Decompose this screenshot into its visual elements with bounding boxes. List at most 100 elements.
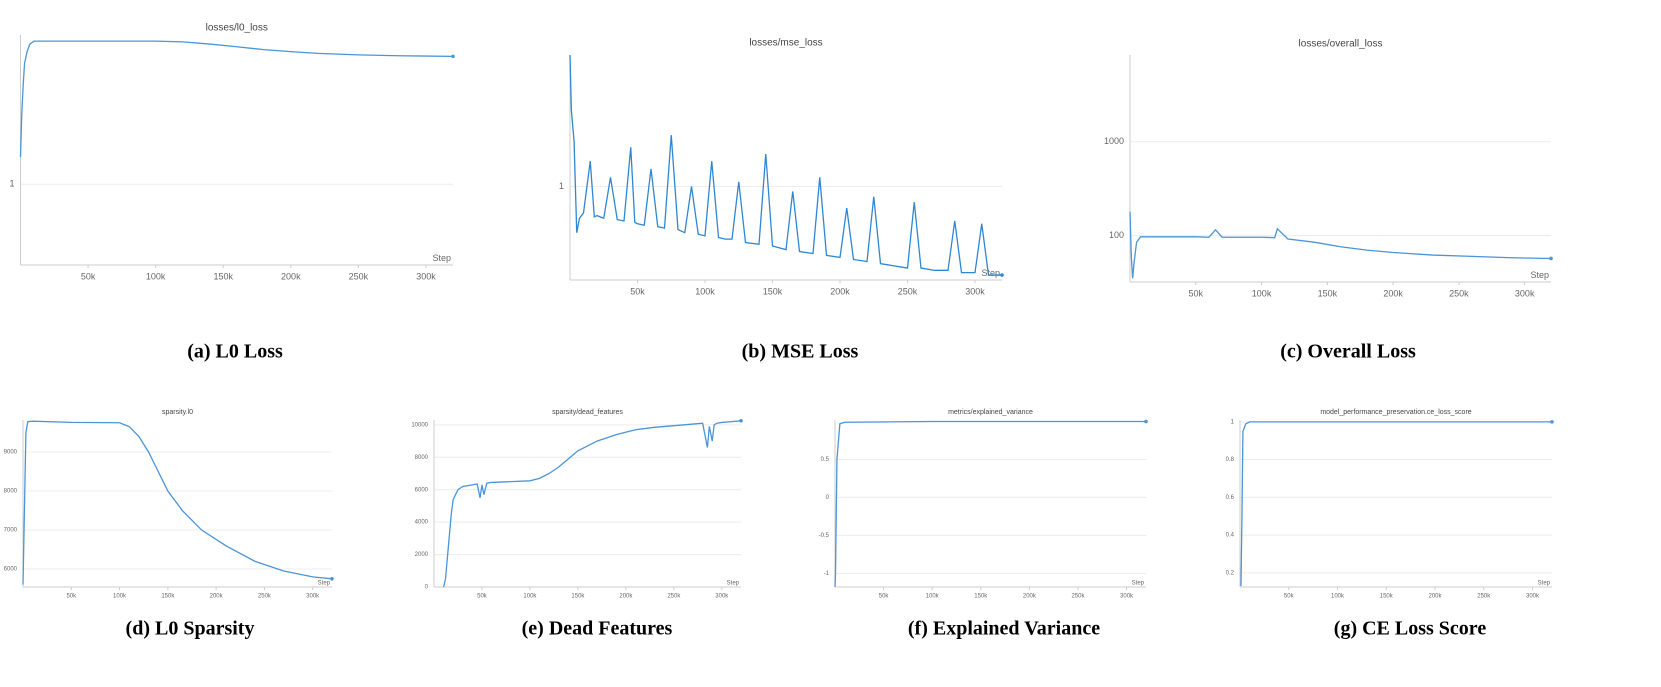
x-axis-label: Step [727, 580, 740, 586]
y-tick-label: 6000 [415, 487, 429, 493]
y-tick-label: 2000 [415, 552, 429, 558]
x-tick-label: 100k [695, 286, 715, 296]
end-point [330, 577, 334, 581]
y-tick-label: 0.8 [1226, 457, 1235, 463]
x-tick-label: 200k [1428, 594, 1442, 600]
y-tick-label: 4000 [415, 520, 429, 526]
end-point [1550, 420, 1554, 424]
x-axis-label: Step [1530, 270, 1549, 280]
x-tick-label: 200k [210, 594, 224, 600]
x-tick-label: 150k [763, 286, 783, 296]
caption: (f) Explained Variance [908, 618, 1100, 640]
line [569, 54, 1002, 276]
y-tick-label: 1000 [1104, 136, 1124, 146]
x-tick-label: 50k [477, 594, 488, 600]
x-tick-label: 300k [1120, 594, 1134, 600]
x-tick-label: 300k [306, 594, 320, 600]
x-tick-label: 300k [1515, 288, 1535, 298]
caption: (g) CE Loss Score [1334, 618, 1487, 640]
chart-title: model_performance_preservation.ce_loss_s… [1320, 409, 1471, 416]
y-tick-label: 7000 [4, 528, 18, 534]
y-tick-label: 100 [1109, 230, 1124, 240]
x-tick-label: 50k [81, 271, 96, 281]
x-tick-label: 100k [146, 271, 166, 281]
x-tick-label: 50k [1284, 594, 1295, 600]
y-tick-label: 1 [9, 179, 14, 189]
x-tick-label: 50k [1189, 288, 1204, 298]
y-tick-label: 0.2 [1226, 570, 1235, 576]
x-tick-label: 200k [281, 271, 301, 281]
end-point [1000, 273, 1004, 277]
y-tick-label: 0.5 [821, 457, 830, 463]
x-tick-label: 50k [879, 594, 890, 600]
x-tick-label: 150k [571, 594, 585, 600]
y-tick-label: 8000 [415, 455, 429, 461]
x-tick-label: 100k [523, 594, 537, 600]
x-tick-label: 300k [715, 594, 729, 600]
x-tick-label: 200k [1383, 288, 1403, 298]
x-tick-label: 250k [1071, 594, 1085, 600]
x-tick-label: 250k [667, 594, 681, 600]
line [1240, 421, 1552, 587]
x-axis-label: Step [1538, 580, 1551, 586]
chart-title: sparsity/dead_features [552, 409, 623, 416]
chart-title: losses/overall_loss [1299, 39, 1383, 50]
x-tick-label: 150k [161, 594, 175, 600]
x-tick-label: 100k [926, 594, 940, 600]
chart-title: sparsity.l0 [162, 409, 193, 416]
x-tick-label: 100k [1331, 594, 1345, 600]
caption: (e) Dead Features [522, 618, 673, 640]
x-tick-label: 250k [1477, 594, 1491, 600]
caption: (a) L0 Loss [187, 341, 283, 363]
y-tick-label: 0.4 [1226, 533, 1235, 539]
x-tick-label: 250k [258, 594, 272, 600]
x-axis-label: Step [318, 580, 331, 586]
x-tick-label: 250k [898, 286, 918, 296]
x-tick-label: 200k [619, 594, 633, 600]
end-point [739, 419, 743, 423]
line [19, 40, 454, 157]
line [1129, 211, 1552, 279]
y-tick-label: 6000 [4, 567, 18, 573]
chart-title: metrics/explained_variance [948, 409, 1033, 416]
y-tick-label: 9000 [4, 450, 18, 456]
y-tick-label: 0 [826, 495, 830, 501]
end-point [451, 54, 455, 59]
x-tick-label: 150k [974, 594, 988, 600]
chart-title: losses/l0_loss [206, 23, 268, 34]
line [22, 420, 333, 585]
x-tick-label: 250k [349, 271, 369, 281]
x-tick-label: 300k [1526, 594, 1540, 600]
y-tick-label: 1 [1231, 419, 1235, 425]
line [442, 420, 742, 588]
caption: (b) MSE Loss [742, 341, 859, 363]
caption: (d) L0 Sparsity [126, 618, 255, 640]
x-tick-label: 50k [630, 286, 645, 296]
x-tick-label: 300k [416, 271, 436, 281]
x-tick-label: 150k [213, 271, 233, 281]
x-tick-label: 300k [965, 286, 985, 296]
end-point [1144, 419, 1148, 424]
caption: (c) Overall Loss [1280, 341, 1416, 363]
line [834, 420, 1146, 588]
x-tick-label: 200k [1023, 594, 1037, 600]
y-tick-label: -0.5 [819, 533, 830, 539]
x-axis-label: Step [1132, 580, 1145, 586]
chart-title: losses/mse_loss [749, 38, 822, 49]
y-tick-label: 8000 [4, 489, 18, 495]
end-point [1549, 256, 1553, 261]
y-tick-label: 1 [559, 181, 564, 191]
x-axis-label: Step [981, 268, 1000, 278]
y-tick-label: 0.6 [1226, 495, 1235, 501]
y-tick-label: -1 [824, 571, 830, 577]
x-tick-label: 150k [1318, 288, 1338, 298]
x-tick-label: 250k [1449, 288, 1469, 298]
y-tick-label: 10000 [411, 422, 428, 428]
x-tick-label: 200k [830, 286, 850, 296]
x-axis-label: Step [432, 253, 451, 263]
x-tick-label: 50k [66, 594, 77, 600]
x-tick-label: 150k [1380, 594, 1394, 600]
x-tick-label: 100k [1252, 288, 1272, 298]
y-tick-label: 0 [425, 585, 429, 591]
